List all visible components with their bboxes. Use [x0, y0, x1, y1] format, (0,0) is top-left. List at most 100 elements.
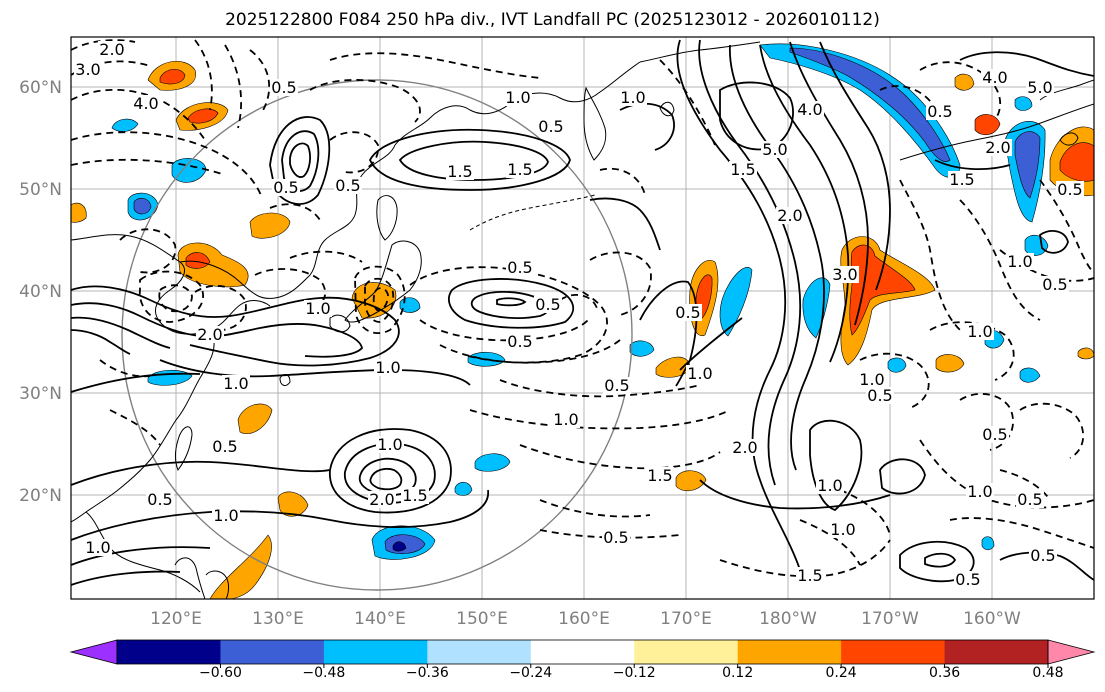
contour-label: 0.5	[603, 376, 631, 395]
contour-label: 4.0	[796, 100, 824, 119]
contour-line	[289, 142, 311, 178]
contour-line	[194, 39, 213, 111]
contour-line	[372, 287, 389, 312]
colorbar-tick-label: −0.36	[406, 665, 449, 681]
contour-label-halo	[1029, 547, 1057, 564]
colorbar-segment	[530, 640, 635, 664]
contour-label-text: 1.0	[817, 476, 842, 495]
shade-patch	[111, 118, 139, 132]
contour-line	[109, 409, 161, 446]
contour-label: 2.0	[731, 438, 759, 457]
contour-label-halo	[1041, 276, 1069, 293]
contour-label-halo	[1006, 253, 1034, 270]
contour-label-halo	[831, 266, 859, 283]
contour-label-halo	[506, 161, 534, 178]
latitude-label: 40°N	[19, 282, 62, 302]
contour-label-halo	[376, 436, 404, 453]
contour-line	[499, 379, 701, 398]
contour-label-halo	[84, 539, 112, 556]
shade-patch	[1077, 347, 1094, 360]
contour-label-halo	[926, 103, 954, 120]
contour-label-text: 1.0	[375, 358, 400, 377]
contour-line	[71, 158, 226, 176]
shade-patch	[887, 357, 907, 373]
contour-label-text: 1.0	[213, 506, 238, 525]
contour-line	[1039, 179, 1094, 273]
contour-label-halo	[674, 304, 702, 321]
contour-line	[496, 297, 527, 307]
shade-patch	[974, 114, 1001, 136]
contour-label-text: 0.5	[273, 178, 298, 197]
contour-label-text: 1.0	[377, 435, 402, 454]
contour-label-text: 1.0	[967, 482, 992, 501]
contour-line	[224, 44, 243, 129]
contour-label-text: 0.5	[507, 332, 532, 351]
contour-line	[71, 285, 400, 367]
contour-line	[364, 277, 395, 323]
contour-label-halo	[966, 483, 994, 500]
contour-label: 4.0	[132, 94, 160, 113]
contour-label-text: 2.0	[777, 206, 802, 225]
contour-label: 0.5	[146, 490, 174, 509]
contour-label-halo	[948, 171, 976, 188]
contour-label-text: 1.0	[305, 299, 330, 318]
colorbar-extend-low	[69, 639, 118, 665]
contour-label-text: 3.0	[832, 265, 857, 284]
latitude-labels: 60°N 50°N 40°N 30°N 20°N	[19, 78, 62, 506]
contour-label-halo	[534, 296, 562, 313]
contour-line	[71, 570, 181, 586]
shade-patch	[935, 354, 965, 373]
shade-patch	[249, 212, 291, 239]
contour-line	[699, 479, 891, 510]
contour-label: 5.0	[761, 140, 789, 159]
contour-label: 1.0	[376, 435, 404, 454]
contour-line	[71, 302, 363, 358]
contour-label: 0.5	[334, 176, 362, 195]
shade-patch	[133, 198, 152, 215]
contour-label-text: 2.0	[197, 325, 222, 344]
latitude-label: 30°N	[19, 384, 62, 404]
contour-label: 3.0	[74, 60, 102, 79]
longitude-labels: 120°E 130°E 140°E 150°E 160°E 170°E 180°W 170°W…	[150, 609, 1021, 629]
colorbar-tick-label: −0.60	[199, 665, 242, 681]
contour-line	[71, 460, 331, 486]
contour-line	[929, 321, 1015, 381]
contour-label-halo	[1016, 491, 1044, 508]
contour-line	[470, 290, 550, 319]
contour-label: 0.5	[211, 437, 239, 456]
contour-label: 0.5	[866, 386, 894, 405]
colorbar-extend-high	[1047, 639, 1096, 665]
contour-line	[398, 140, 549, 181]
coastline	[899, 103, 1094, 161]
coastline	[174, 557, 206, 599]
contour-line	[799, 519, 861, 566]
contour-label-text: 1.0	[859, 370, 884, 389]
contour-label-text: 2.0	[369, 490, 394, 509]
contour-label: 1.5	[948, 170, 976, 189]
contour-label: 0.5	[981, 425, 1009, 444]
contour-line	[158, 284, 193, 313]
contour-label-halo	[603, 377, 631, 394]
contour-label-halo	[646, 467, 674, 484]
contour-line	[71, 372, 201, 393]
contour-line	[919, 61, 1002, 121]
contour-label: 1.0	[816, 476, 844, 495]
contour-line	[71, 131, 263, 199]
coastline	[659, 101, 675, 117]
contour-label-halo	[761, 141, 789, 158]
contour-label-text: 1.0	[620, 88, 645, 107]
contour-label-halo	[270, 79, 298, 96]
contour-line	[879, 458, 926, 495]
contour-line	[249, 49, 271, 113]
contour-label: 3.0	[831, 265, 859, 284]
contour-label-text: 4.0	[133, 94, 158, 113]
contour-line	[71, 60, 151, 76]
shade-patch	[454, 481, 473, 496]
shade-patch	[237, 403, 273, 434]
contour-label-text: 0.5	[271, 78, 296, 97]
contour-label: 1.5	[796, 566, 824, 585]
contour-label: 0.5	[534, 295, 562, 314]
contour-label: 1.0	[374, 358, 402, 377]
contour-label: 0.5	[926, 102, 954, 121]
coastline	[376, 195, 398, 241]
